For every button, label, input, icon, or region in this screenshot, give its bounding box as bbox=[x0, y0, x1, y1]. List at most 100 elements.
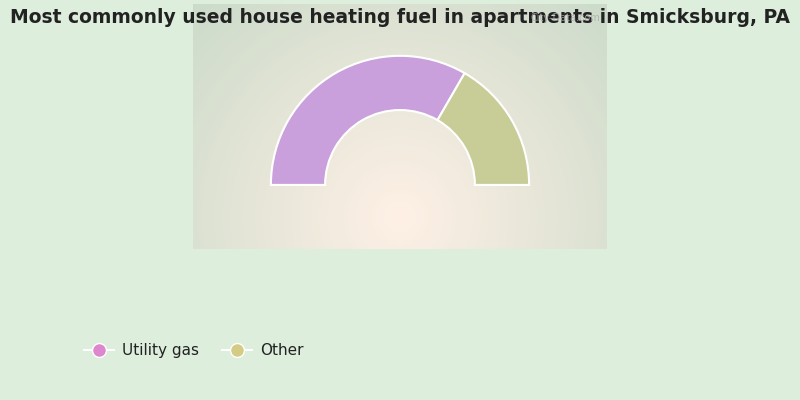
Circle shape bbox=[162, 0, 638, 400]
Circle shape bbox=[148, 0, 652, 400]
Circle shape bbox=[155, 0, 645, 400]
Circle shape bbox=[295, 112, 505, 322]
Circle shape bbox=[198, 15, 602, 400]
Circle shape bbox=[390, 206, 410, 228]
Circle shape bbox=[158, 0, 642, 400]
Circle shape bbox=[151, 0, 649, 400]
Circle shape bbox=[291, 108, 509, 326]
Circle shape bbox=[311, 128, 489, 306]
Circle shape bbox=[240, 58, 560, 377]
Circle shape bbox=[234, 52, 566, 383]
Circle shape bbox=[144, 0, 656, 400]
Circle shape bbox=[315, 132, 485, 302]
Circle shape bbox=[303, 120, 497, 314]
Circle shape bbox=[215, 32, 585, 400]
Circle shape bbox=[119, 0, 681, 400]
Circle shape bbox=[322, 139, 478, 295]
Circle shape bbox=[194, 11, 606, 400]
Text: City-Data.com: City-Data.com bbox=[530, 13, 600, 23]
Circle shape bbox=[186, 3, 614, 400]
Circle shape bbox=[170, 0, 630, 400]
Circle shape bbox=[237, 54, 563, 380]
Circle shape bbox=[206, 24, 594, 400]
Circle shape bbox=[279, 96, 521, 338]
Circle shape bbox=[343, 160, 457, 274]
Circle shape bbox=[294, 111, 506, 324]
Circle shape bbox=[126, 0, 674, 400]
Circle shape bbox=[183, 1, 617, 400]
Circle shape bbox=[106, 0, 694, 400]
Circle shape bbox=[138, 0, 662, 400]
Circle shape bbox=[356, 173, 444, 262]
Circle shape bbox=[247, 64, 553, 370]
Circle shape bbox=[364, 181, 436, 254]
Circle shape bbox=[222, 40, 578, 395]
Circle shape bbox=[219, 36, 581, 398]
Circle shape bbox=[123, 0, 677, 400]
Circle shape bbox=[142, 0, 658, 400]
Circle shape bbox=[178, 0, 622, 400]
Circle shape bbox=[187, 4, 613, 400]
Circle shape bbox=[78, 0, 722, 400]
Circle shape bbox=[378, 196, 422, 238]
Circle shape bbox=[299, 116, 501, 318]
Circle shape bbox=[258, 75, 542, 359]
Circle shape bbox=[134, 0, 666, 400]
Circle shape bbox=[114, 0, 686, 400]
Circle shape bbox=[333, 150, 467, 285]
Circle shape bbox=[290, 107, 510, 327]
Circle shape bbox=[287, 104, 513, 330]
Circle shape bbox=[210, 28, 590, 400]
Circle shape bbox=[265, 82, 535, 352]
Circle shape bbox=[226, 44, 574, 391]
Circle shape bbox=[190, 8, 610, 400]
Circle shape bbox=[267, 84, 533, 350]
Circle shape bbox=[388, 205, 412, 229]
Circle shape bbox=[335, 153, 465, 282]
Circle shape bbox=[339, 157, 461, 278]
Circle shape bbox=[162, 0, 638, 400]
Circle shape bbox=[286, 104, 514, 331]
Circle shape bbox=[297, 114, 503, 320]
Circle shape bbox=[336, 153, 464, 281]
Circle shape bbox=[358, 174, 442, 260]
Circle shape bbox=[360, 177, 440, 258]
Circle shape bbox=[318, 136, 482, 299]
Circle shape bbox=[250, 68, 550, 366]
Circle shape bbox=[208, 26, 592, 400]
Circle shape bbox=[251, 68, 549, 366]
Circle shape bbox=[222, 40, 578, 395]
Legend: Utility gas, Other: Utility gas, Other bbox=[78, 337, 310, 364]
Circle shape bbox=[382, 200, 418, 235]
Circle shape bbox=[254, 72, 546, 363]
Circle shape bbox=[331, 149, 469, 286]
Circle shape bbox=[154, 0, 646, 400]
Circle shape bbox=[392, 209, 408, 225]
Circle shape bbox=[166, 0, 634, 400]
Circle shape bbox=[271, 88, 529, 346]
Circle shape bbox=[134, 0, 666, 400]
Circle shape bbox=[314, 132, 486, 302]
Circle shape bbox=[110, 0, 690, 400]
Circle shape bbox=[226, 43, 574, 391]
Circle shape bbox=[246, 64, 554, 370]
Circle shape bbox=[279, 96, 521, 338]
Circle shape bbox=[202, 20, 598, 400]
Circle shape bbox=[307, 124, 493, 310]
Circle shape bbox=[326, 143, 474, 292]
Circle shape bbox=[351, 169, 449, 266]
Circle shape bbox=[323, 140, 477, 294]
Circle shape bbox=[393, 210, 407, 224]
Circle shape bbox=[205, 22, 595, 400]
Circle shape bbox=[98, 0, 702, 400]
Circle shape bbox=[198, 16, 602, 400]
Circle shape bbox=[194, 12, 606, 400]
Circle shape bbox=[166, 0, 634, 400]
Circle shape bbox=[146, 0, 654, 400]
Circle shape bbox=[368, 185, 432, 249]
Circle shape bbox=[301, 118, 499, 317]
Circle shape bbox=[361, 178, 439, 256]
Circle shape bbox=[94, 0, 706, 400]
Circle shape bbox=[371, 189, 429, 246]
Circle shape bbox=[397, 214, 403, 221]
